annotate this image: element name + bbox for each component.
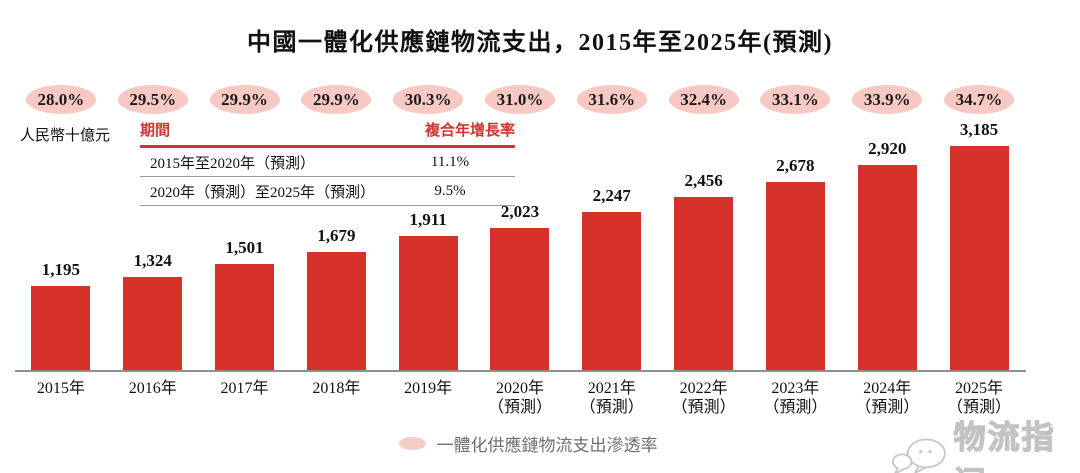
penetration-rate-badge: 31.0% — [484, 85, 555, 114]
penetration-badges-row: 28.0% 29.5% 29.9% 29.9% 30.3% 31.0% 31.6% 32.4%… — [15, 85, 1025, 114]
cagr-row-period: 2015年至2020年（預測） — [150, 156, 316, 172]
cagr-row-period: 2020年（預測）至2025年（預測） — [150, 185, 376, 201]
bar-column: 1,195 — [15, 146, 107, 370]
bar-column: 1,324 — [107, 146, 199, 370]
badge-cell: 29.5% — [107, 85, 199, 114]
bar-value-label: 2,023 — [500, 202, 540, 221]
penetration-rate-badge: 31.6% — [576, 85, 647, 114]
bar-value-label: 1,501 — [225, 238, 264, 257]
badge-cell: 33.9% — [841, 85, 933, 114]
bar-column: 3,185 — [933, 120, 1025, 370]
legend-label: 一體化供應鏈物流支出滲透率 — [436, 436, 658, 455]
bar-value-label: 1,679 — [317, 226, 356, 245]
bar-value-label: 3,185 — [959, 120, 999, 139]
x-axis-label: 2024年 （預測） — [855, 380, 920, 416]
badge-cell: 33.1% — [750, 85, 842, 114]
bar-column: 1,679 — [290, 146, 382, 370]
penetration-rate-badge: 29.9% — [301, 85, 372, 114]
badge-cell: 32.4% — [658, 85, 750, 114]
cagr-table-header: 期間 複合年增長率 — [140, 117, 515, 148]
cagr-table: 期間 複合年增長率 2015年至2020年（預測） 11.1% 2020年（預測… — [140, 117, 515, 206]
bar-column: 2,920 — [841, 139, 933, 370]
bar-column: 1,911 — [382, 146, 474, 370]
penetration-rate-badge: 33.1% — [760, 85, 831, 114]
bar-column: 2,456 — [658, 146, 750, 370]
x-axis-label: 2018年 — [312, 380, 361, 397]
bar-value-label: 2,247 — [592, 186, 631, 205]
bar-value-label: 1,324 — [133, 251, 172, 270]
badge-cell: 30.3% — [382, 85, 474, 114]
bar — [306, 252, 366, 370]
bar-column: 2,678 — [750, 146, 842, 370]
bar — [765, 182, 825, 370]
badge-cell: 31.6% — [566, 85, 658, 114]
chat-bubbles-icon — [891, 438, 946, 473]
bar-value-label: 2,456 — [684, 171, 723, 190]
bar — [490, 228, 550, 370]
cagr-row-value: 11.1% — [430, 154, 470, 170]
bar — [123, 277, 183, 370]
watermark: 物流指闻 — [891, 412, 1080, 473]
x-axis-label: 2022年 （預測） — [671, 380, 736, 416]
x-axis-labels-row: 2015年 2016年 2017年 2018年 2019年 2020年 （預測） 2021年（… — [15, 379, 1025, 417]
x-axis-label: 2015年 — [36, 380, 85, 397]
x-axis-line — [15, 370, 1026, 372]
cagr-header-period: 期間 — [140, 122, 171, 139]
cagr-header-rate: 複合年增長率 — [424, 122, 515, 139]
legend-swatch-oval — [398, 437, 426, 450]
penetration-rate-badge: 29.5% — [117, 85, 188, 114]
penetration-rate-badge: 33.9% — [852, 85, 923, 114]
x-axis-label: 2017年 — [220, 380, 269, 397]
bar — [398, 236, 458, 370]
bar — [31, 286, 91, 370]
penetration-rate-badge: 32.4% — [668, 85, 739, 114]
legend: 一體化供應鏈物流支出滲透率 — [0, 431, 1056, 456]
penetration-rate-badge: 28.0% — [25, 85, 96, 114]
bar-column: 2,247 — [566, 146, 658, 370]
x-axis-label: 2016年 — [128, 380, 177, 397]
bar — [857, 165, 917, 370]
bar — [215, 264, 275, 370]
bar — [582, 212, 642, 370]
chart-title: 中國一體化供應鏈物流支出，2015年至2025年(預測) — [247, 30, 833, 56]
bar — [949, 146, 1009, 370]
bar-value-label: 2,678 — [776, 156, 815, 175]
bar — [674, 197, 734, 370]
cagr-row-value: 9.5% — [434, 183, 466, 199]
x-axis-label: 2025年 （預測） — [947, 380, 1012, 416]
penetration-rate-badge: 30.3% — [393, 85, 464, 114]
watermark-text: 物流指闻 — [953, 418, 1056, 473]
badge-cell: 29.9% — [199, 85, 291, 114]
unit-label: 人民幣十億元 — [20, 128, 111, 144]
bar-value-label: 1,195 — [41, 260, 81, 279]
penetration-rate-badge: 29.9% — [209, 85, 280, 114]
x-axis-label: 2020年 （預測） — [487, 380, 552, 416]
badge-cell: 29.9% — [290, 85, 382, 114]
penetration-rate-badge: 34.7% — [944, 85, 1015, 114]
bar-value-label: 2,920 — [868, 139, 907, 158]
badge-cell: 34.7% — [933, 85, 1025, 114]
cagr-table-row: 2015年至2020年（預測） 11.1% — [140, 148, 515, 177]
bar-column: 1,501 — [199, 146, 291, 370]
bar-column: 2,023 — [474, 146, 566, 370]
bar-value-label: 1,911 — [409, 210, 447, 229]
x-axis-label: 2019年 — [404, 380, 453, 397]
x-axis-label: 2023年 （預測） — [763, 380, 828, 416]
x-axis-label: 2021年 （預測） — [579, 380, 644, 416]
badge-cell: 31.0% — [474, 85, 566, 114]
badge-cell: 28.0% — [15, 85, 107, 114]
bars-area: 1,195 1,324 1,501 1,679 1,911 2,023 2,247 2,456… — [15, 120, 1025, 370]
cagr-table-row: 2020年（預測）至2025年（預測） 9.5% — [140, 177, 515, 206]
